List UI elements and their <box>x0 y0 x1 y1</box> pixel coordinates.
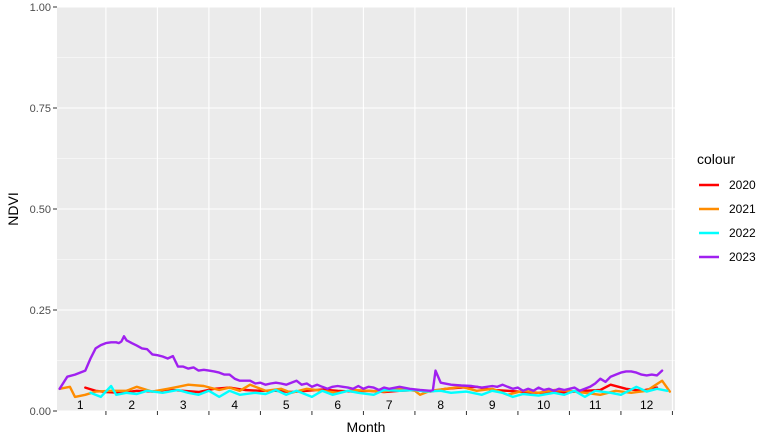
y-tick-label: 0.75 <box>30 103 51 115</box>
y-tick-label: 0.50 <box>30 204 51 216</box>
y-tick-label: 0.25 <box>30 305 51 317</box>
x-tick-label: 9 <box>489 398 496 412</box>
x-tick-label: 12 <box>640 398 654 412</box>
x-tick-label: 10 <box>537 398 551 412</box>
y-tick-label: 0.00 <box>30 406 51 418</box>
x-axis: 1 2 3 4 5 6 7 8 9 10 11 12 <box>77 398 673 415</box>
y-axis: 0.00 0.25 0.50 0.75 1.00 <box>30 2 57 418</box>
x-tick-label: 4 <box>231 398 238 412</box>
x-tick-label: 3 <box>180 398 187 412</box>
x-axis-title: Month <box>347 419 386 435</box>
series-lines <box>58 335 671 399</box>
x-tick-label: 8 <box>437 398 444 412</box>
legend: colour 2020 2021 2022 2023 <box>697 151 756 264</box>
series-line-2022 <box>89 384 669 399</box>
legend-label-2020: 2020 <box>729 178 756 192</box>
minor-gridlines <box>57 57 675 361</box>
legend-label-2023: 2023 <box>729 250 756 264</box>
legend-label-2022: 2022 <box>729 226 756 240</box>
legend-items: 2020 2021 2022 2023 <box>699 178 756 264</box>
y-axis-title: NDVI <box>5 192 21 225</box>
x-tick-label: 1 <box>77 398 84 412</box>
x-tick-label: 6 <box>334 398 341 412</box>
series-line-2023 <box>58 335 664 392</box>
legend-title: colour <box>697 151 735 167</box>
legend-label-2021: 2021 <box>729 202 756 216</box>
x-tick-label: 5 <box>283 398 290 412</box>
x-tick-label: 11 <box>589 398 602 412</box>
x-tick-label: 7 <box>386 398 393 412</box>
y-tick-label: 1.00 <box>30 2 51 14</box>
x-tick-label: 2 <box>128 398 135 412</box>
